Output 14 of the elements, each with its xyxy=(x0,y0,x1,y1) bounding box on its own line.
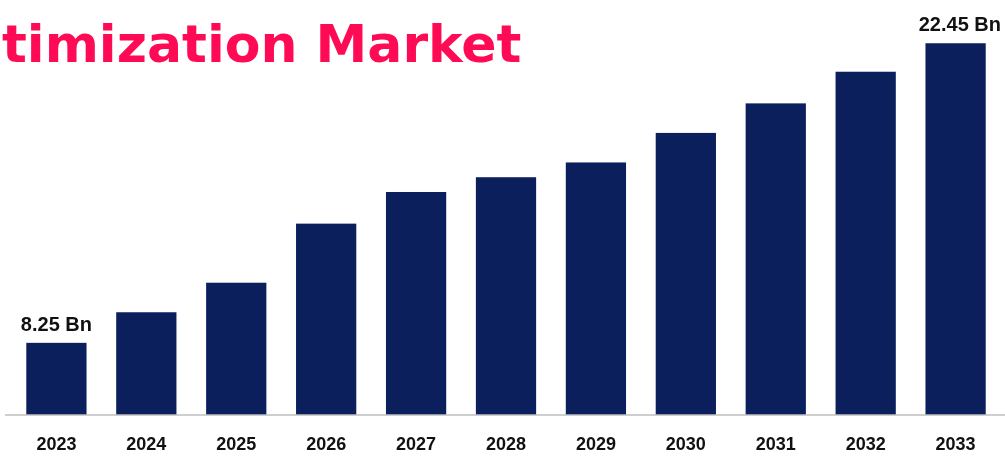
data-label: 22.45 Bn xyxy=(918,13,1001,36)
x-tick-label: 2028 xyxy=(485,434,527,454)
x-tick-label: 2030 xyxy=(665,434,706,454)
x-tick-label: 2024 xyxy=(126,434,167,454)
x-tick-label: 2025 xyxy=(216,434,257,454)
x-tick-label: 2031 xyxy=(755,434,796,454)
data-label: 8.25 Bn xyxy=(20,312,92,335)
x-tick-label: 2033 xyxy=(935,434,976,454)
x-tick-label: 2023 xyxy=(36,434,77,454)
x-tick-label: 2029 xyxy=(575,434,616,454)
x-tick-label: 2026 xyxy=(306,434,347,454)
x-tick-label: 2027 xyxy=(396,434,437,454)
chart-title: timization Market xyxy=(2,14,522,74)
x-tick-label: 2032 xyxy=(845,434,886,454)
